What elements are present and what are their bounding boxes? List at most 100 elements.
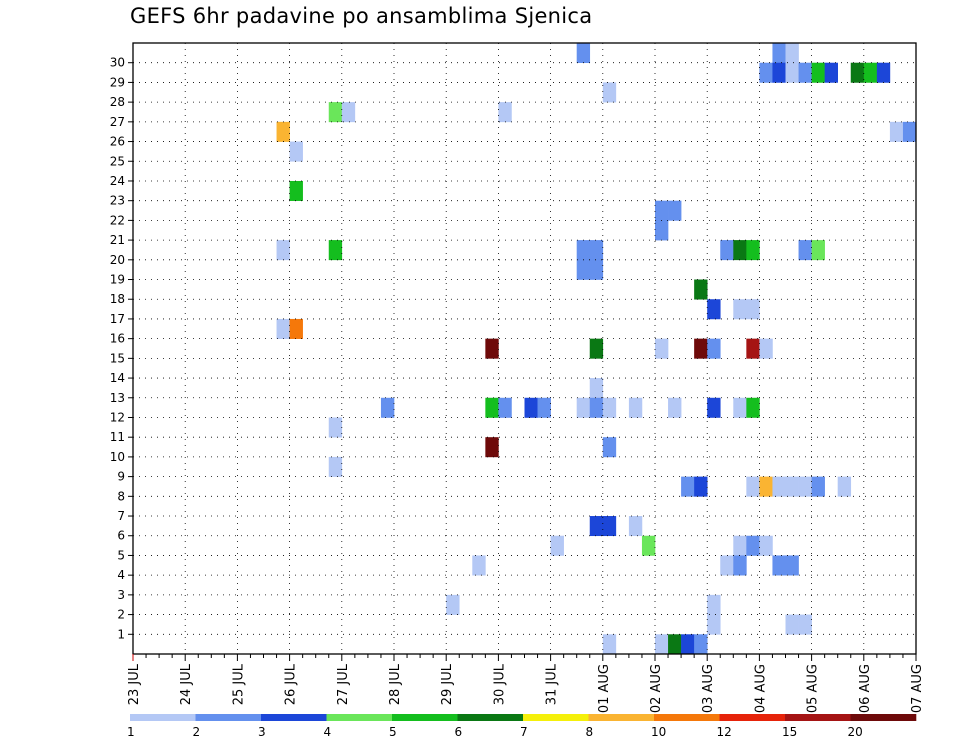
- x-tick-label: 29 JUL: [440, 663, 455, 705]
- heat-cell: [602, 82, 617, 103]
- y-tick-label: 4: [117, 568, 125, 582]
- heat-cell: [641, 535, 656, 556]
- heat-cell: [772, 43, 786, 64]
- heat-cell: [746, 240, 760, 261]
- y-tick-label: 26: [110, 135, 125, 149]
- heat-cell: [446, 594, 460, 615]
- heat-cell: [785, 43, 799, 64]
- heat-cell: [707, 299, 721, 320]
- y-tick-label: 11: [110, 430, 125, 444]
- y-tick-label: 19: [110, 273, 125, 287]
- x-tick-label: 23 JUL: [127, 663, 142, 705]
- heat-cell: [628, 397, 643, 418]
- heat-cell: [746, 476, 760, 497]
- x-tick-label: 07 AUG: [910, 664, 925, 713]
- heat-cell: [759, 338, 773, 359]
- y-tick-label: 14: [110, 371, 125, 385]
- y-tick-label: 5: [117, 548, 125, 562]
- heat-cell: [289, 141, 303, 162]
- heat-cell: [289, 318, 303, 339]
- legend-label: 10: [651, 725, 666, 739]
- heat-cell: [811, 240, 825, 261]
- legend-swatch: [654, 714, 720, 721]
- heat-cell: [798, 62, 812, 83]
- heat-cell: [759, 476, 773, 497]
- heat-cell: [889, 121, 904, 142]
- heat-cell: [876, 62, 891, 83]
- heat-cell: [524, 397, 538, 418]
- x-tick-label: 28 JUL: [388, 663, 403, 705]
- legend-swatch: [261, 714, 327, 721]
- y-tick-label: 3: [117, 588, 125, 602]
- heat-cell: [485, 338, 499, 359]
- heat-cell: [485, 437, 499, 458]
- heat-cell: [772, 62, 786, 83]
- x-tick-label: 31 JUL: [545, 663, 560, 705]
- heat-cell: [837, 476, 852, 497]
- heat-cell: [655, 634, 669, 655]
- heat-cell: [707, 594, 721, 615]
- heat-cell: [655, 200, 669, 221]
- heat-cell: [550, 535, 564, 556]
- heat-cell: [746, 338, 760, 359]
- heat-cell: [746, 535, 760, 556]
- heat-cell: [733, 555, 747, 576]
- legend-label: 2: [193, 725, 201, 739]
- chart-title: GEFS 6hr padavine po ansamblima Sjenica: [130, 4, 593, 28]
- heat-cell: [276, 240, 290, 261]
- y-tick-label: 17: [110, 312, 125, 326]
- y-tick-label: 1: [117, 627, 125, 641]
- x-tick-label: 26 JUL: [284, 663, 299, 705]
- heat-cell: [668, 200, 682, 221]
- y-tick-label: 2: [117, 608, 125, 622]
- heat-cell: [589, 240, 604, 261]
- heat-cell: [785, 614, 799, 635]
- heat-cell: [759, 62, 773, 83]
- legend-label: 12: [717, 725, 732, 739]
- legend-label: 5: [389, 725, 397, 739]
- legend-label: 8: [586, 725, 594, 739]
- heat-cell: [655, 220, 669, 241]
- heat-cell: [850, 62, 865, 83]
- x-tick-label: 27 JUL: [336, 663, 351, 705]
- y-tick-label: 21: [110, 233, 125, 247]
- legend-swatch: [457, 714, 524, 721]
- heat-cell: [341, 102, 356, 123]
- heat-cell: [576, 259, 591, 280]
- heat-cell: [785, 62, 799, 83]
- y-tick-label: 22: [110, 213, 125, 227]
- heat-cell: [785, 476, 799, 497]
- heat-cell: [733, 535, 747, 556]
- x-tick-label: 04 AUG: [753, 664, 768, 713]
- y-tick-label: 18: [110, 292, 125, 306]
- y-tick-label: 28: [110, 95, 125, 109]
- y-tick-label: 7: [117, 509, 125, 523]
- legend-swatch: [392, 714, 458, 721]
- x-tick-label: 05 AUG: [806, 664, 821, 713]
- heat-cell: [589, 516, 604, 537]
- x-tick-label: 03 AUG: [701, 664, 716, 713]
- heat-cell: [694, 634, 708, 655]
- heat-cell: [655, 338, 669, 359]
- y-tick-label: 9: [117, 470, 125, 484]
- heat-cell: [746, 397, 760, 418]
- heat-cell: [328, 102, 343, 123]
- y-tick-label: 25: [110, 154, 125, 168]
- legend-label: 3: [258, 725, 266, 739]
- legend: 1 2 3 4 5 6 7 8 10 12 15 20: [127, 714, 917, 739]
- heat-cell: [811, 62, 825, 83]
- heat-cell: [328, 456, 343, 477]
- cells-layer: [276, 43, 917, 655]
- y-tick-label: 10: [110, 450, 125, 464]
- heat-cell: [707, 397, 721, 418]
- y-tick-label: 15: [110, 351, 125, 365]
- heat-cell: [746, 299, 760, 320]
- y-tick-label: 29: [110, 75, 125, 89]
- heat-cell: [798, 614, 812, 635]
- heat-cell: [328, 417, 343, 438]
- legend-label: 4: [324, 725, 332, 739]
- heat-cell: [772, 555, 786, 576]
- legend-swatch: [850, 714, 917, 721]
- x-tick-label: 06 AUG: [858, 664, 873, 713]
